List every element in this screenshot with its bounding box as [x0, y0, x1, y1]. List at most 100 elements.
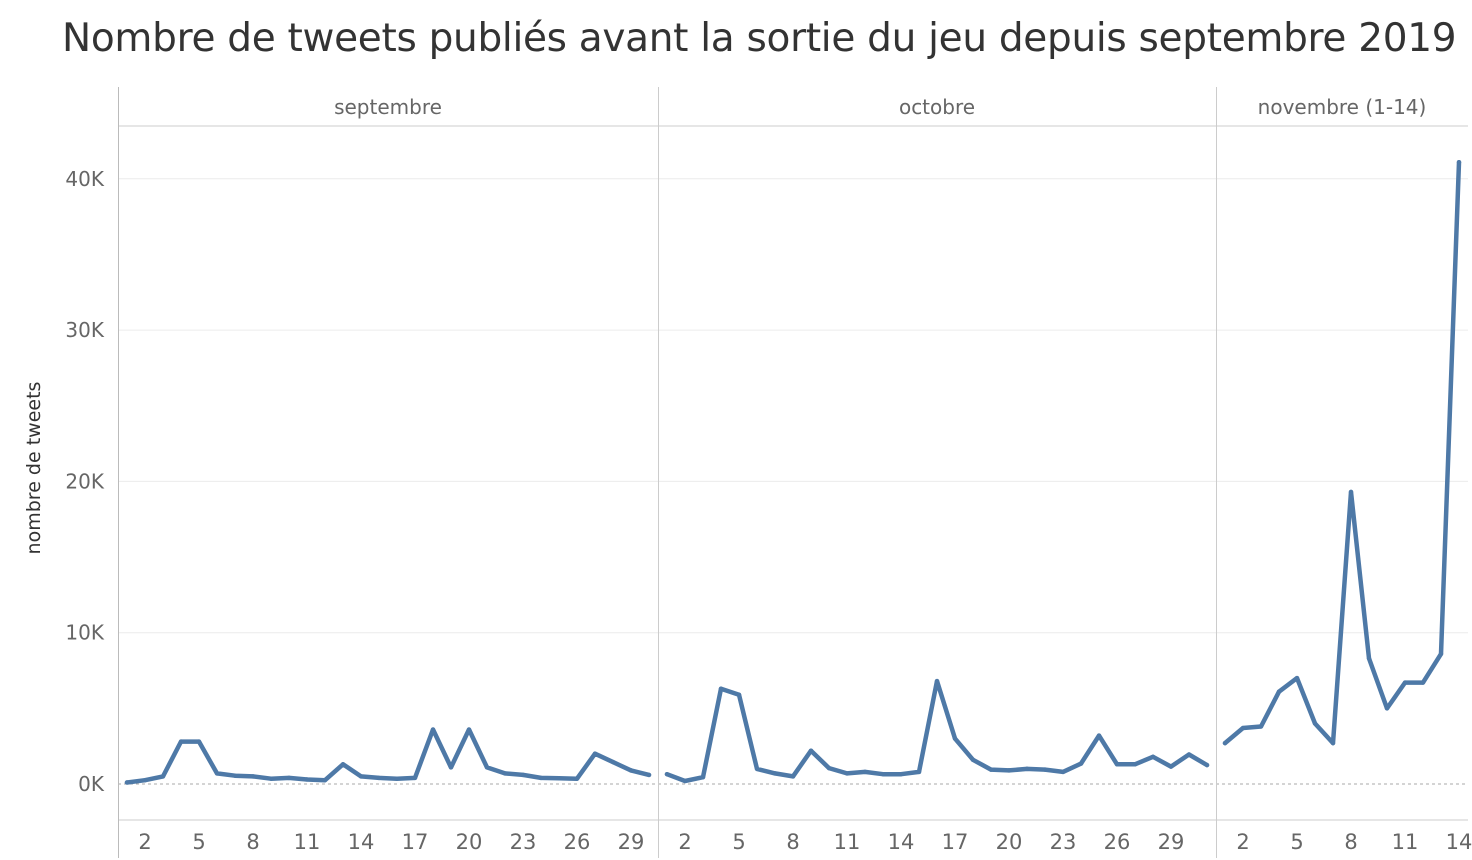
data-point	[538, 775, 544, 781]
data-point	[1384, 706, 1390, 711]
data-point	[484, 765, 490, 770]
data-point	[880, 771, 886, 777]
data-point	[1402, 680, 1408, 685]
data-point	[898, 771, 904, 777]
x-tick-label: 5	[192, 830, 205, 854]
data-point	[448, 765, 454, 770]
data-point	[628, 768, 634, 773]
grid-layer	[118, 178, 1468, 785]
data-point	[466, 727, 472, 732]
x-tick-label: 17	[942, 830, 969, 854]
data-point	[862, 769, 868, 775]
y-tick-label: 30K	[65, 318, 104, 342]
x-tick-label: 14	[348, 830, 375, 854]
data-point	[1114, 762, 1120, 767]
data-point	[1438, 651, 1444, 657]
data-point	[1330, 740, 1336, 746]
chart-title: Nombre de tweets publiés avant la sortie…	[62, 16, 1457, 61]
x-tick-label: 23	[1050, 830, 1077, 854]
data-point	[916, 769, 922, 775]
data-point	[610, 759, 616, 765]
y-tick-label: 10K	[65, 621, 104, 645]
data-point	[682, 778, 688, 784]
data-point	[196, 739, 202, 744]
x-tick-label: 20	[456, 830, 483, 854]
data-point	[574, 776, 580, 781]
x-tick-label: 8	[1344, 830, 1357, 854]
data-point	[664, 771, 670, 777]
y-axis-title: nombre de tweets	[23, 382, 45, 555]
data-point	[1456, 159, 1462, 165]
data-point	[970, 757, 976, 762]
x-tick-label: 2	[1236, 830, 1249, 854]
x-tick-label: 2	[138, 830, 151, 854]
data-point	[1258, 724, 1264, 729]
data-point	[1366, 656, 1372, 661]
data-point	[412, 775, 418, 781]
x-tick-label: 2	[678, 830, 691, 854]
x-tick-label: 29	[1158, 830, 1185, 854]
data-point	[376, 775, 382, 781]
data-point	[826, 765, 832, 771]
data-point	[1078, 761, 1084, 766]
data-point	[790, 774, 796, 779]
x-tick-label: 11	[1392, 830, 1419, 854]
data-point	[844, 771, 850, 776]
data-point	[772, 771, 778, 776]
data-point	[142, 778, 148, 783]
data-point	[286, 775, 292, 781]
labels-layer: 0K 10K 20K 30K 40K nombre de tweets septembre 2…	[23, 95, 1472, 854]
data-point	[592, 751, 598, 756]
data-point	[1186, 752, 1192, 757]
data-point	[304, 777, 310, 782]
x-tick-label: 8	[246, 830, 259, 854]
x-tick-label: 20	[996, 830, 1023, 854]
panel-label: novembre (1-14)	[1258, 95, 1427, 119]
data-point	[1294, 675, 1300, 681]
y-tick-label: 20K	[65, 469, 104, 493]
frame-layer	[118, 87, 1468, 858]
data-point	[754, 766, 760, 772]
data-point	[1168, 764, 1174, 769]
data-point	[1420, 680, 1426, 685]
data-point	[646, 772, 652, 778]
data-point	[1240, 725, 1246, 731]
y-tick-label: 0K	[78, 772, 105, 796]
data-point	[340, 762, 346, 767]
data-point	[178, 739, 184, 744]
data-point	[1042, 767, 1048, 772]
data-point	[1096, 733, 1102, 738]
data-point	[1150, 754, 1156, 759]
data-point	[322, 778, 328, 783]
x-tick-label: 5	[1290, 830, 1303, 854]
data-point	[718, 686, 724, 691]
data-point	[1276, 689, 1282, 694]
data-point	[1204, 762, 1210, 768]
x-tick-label: 23	[510, 830, 537, 854]
data-point	[736, 692, 742, 697]
data-point	[358, 774, 364, 779]
series-line	[664, 678, 1210, 784]
series-line	[1222, 159, 1462, 746]
x-tick-label: 14	[1446, 830, 1472, 854]
data-point	[250, 774, 256, 779]
panel-label: octobre	[899, 95, 975, 119]
data-point	[1024, 766, 1030, 772]
x-tick-label: 5	[732, 830, 745, 854]
x-tick-label: 26	[564, 830, 591, 854]
data-point	[214, 771, 220, 776]
data-point	[1312, 721, 1318, 726]
data-point	[1222, 740, 1228, 746]
x-tick-label: 11	[294, 830, 321, 854]
panel-label: septembre	[334, 95, 442, 119]
data-point	[700, 774, 706, 780]
data-point	[952, 736, 958, 741]
x-tick-label: 11	[834, 830, 861, 854]
data-point	[502, 771, 508, 776]
data-point	[808, 748, 814, 753]
data-point	[268, 776, 274, 781]
data-point	[232, 773, 238, 778]
data-point	[520, 772, 526, 778]
x-tick-label: 26	[1104, 830, 1131, 854]
